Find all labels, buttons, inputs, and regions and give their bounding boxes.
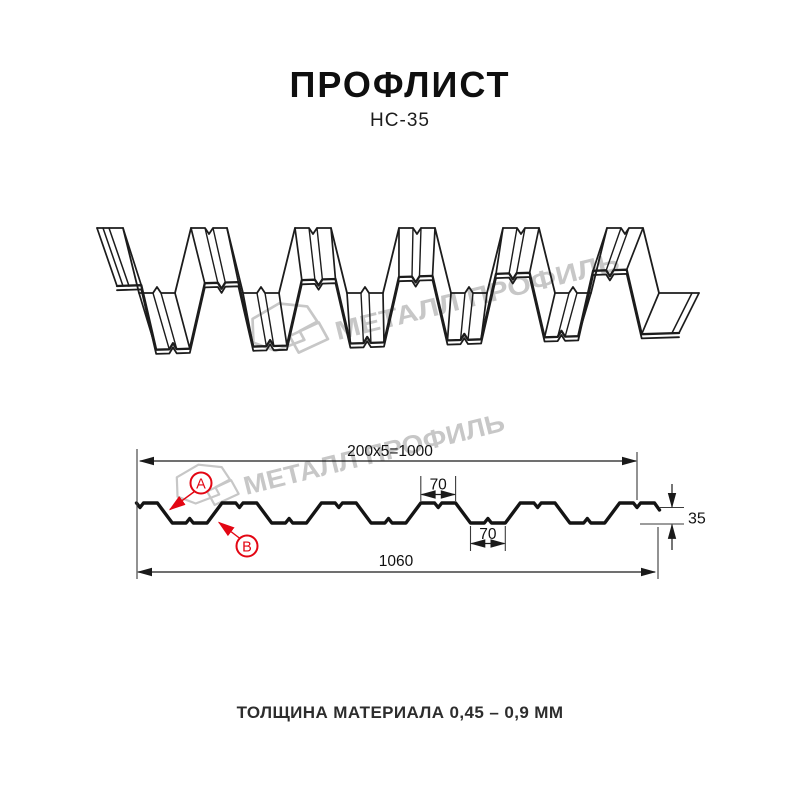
dimension-arrows	[136, 456, 677, 577]
callout-a-circle	[189, 471, 213, 495]
page-title: ПРОФЛИСТ	[289, 64, 511, 105]
callout-a-leader	[168, 490, 195, 511]
metall-profil-logo	[251, 302, 330, 354]
profile-3d-view	[96, 227, 700, 355]
material-thickness-note: ТОЛЩИНА МАТЕРИАЛА 0,45 – 0,9 ММ	[236, 703, 564, 722]
profile-model-subtitle: НС-35	[370, 110, 430, 131]
dim-height-label: 35	[688, 511, 706, 528]
dimension-labels: 200x5=1000 1060 70 70 35	[347, 443, 706, 570]
profile-cross-section	[134, 501, 662, 525]
dim-useful-width-label: 200x5=1000	[347, 443, 433, 460]
callout-b-letter: В	[242, 540, 252, 556]
dim-bottom-flange-label: 70	[479, 526, 497, 543]
dim-total-width-label: 1060	[379, 553, 414, 570]
callout-a: А	[168, 471, 213, 511]
callout-b-circle	[235, 534, 259, 558]
metall-profil-logo	[175, 463, 240, 507]
callout-b-leader	[217, 521, 241, 540]
callout-a-letter: А	[196, 477, 206, 493]
watermark: МЕТАЛЛ ПРОФИЛЬ	[175, 407, 508, 507]
dim-top-flange-label: 70	[430, 477, 448, 494]
callout-b: В	[217, 521, 259, 558]
